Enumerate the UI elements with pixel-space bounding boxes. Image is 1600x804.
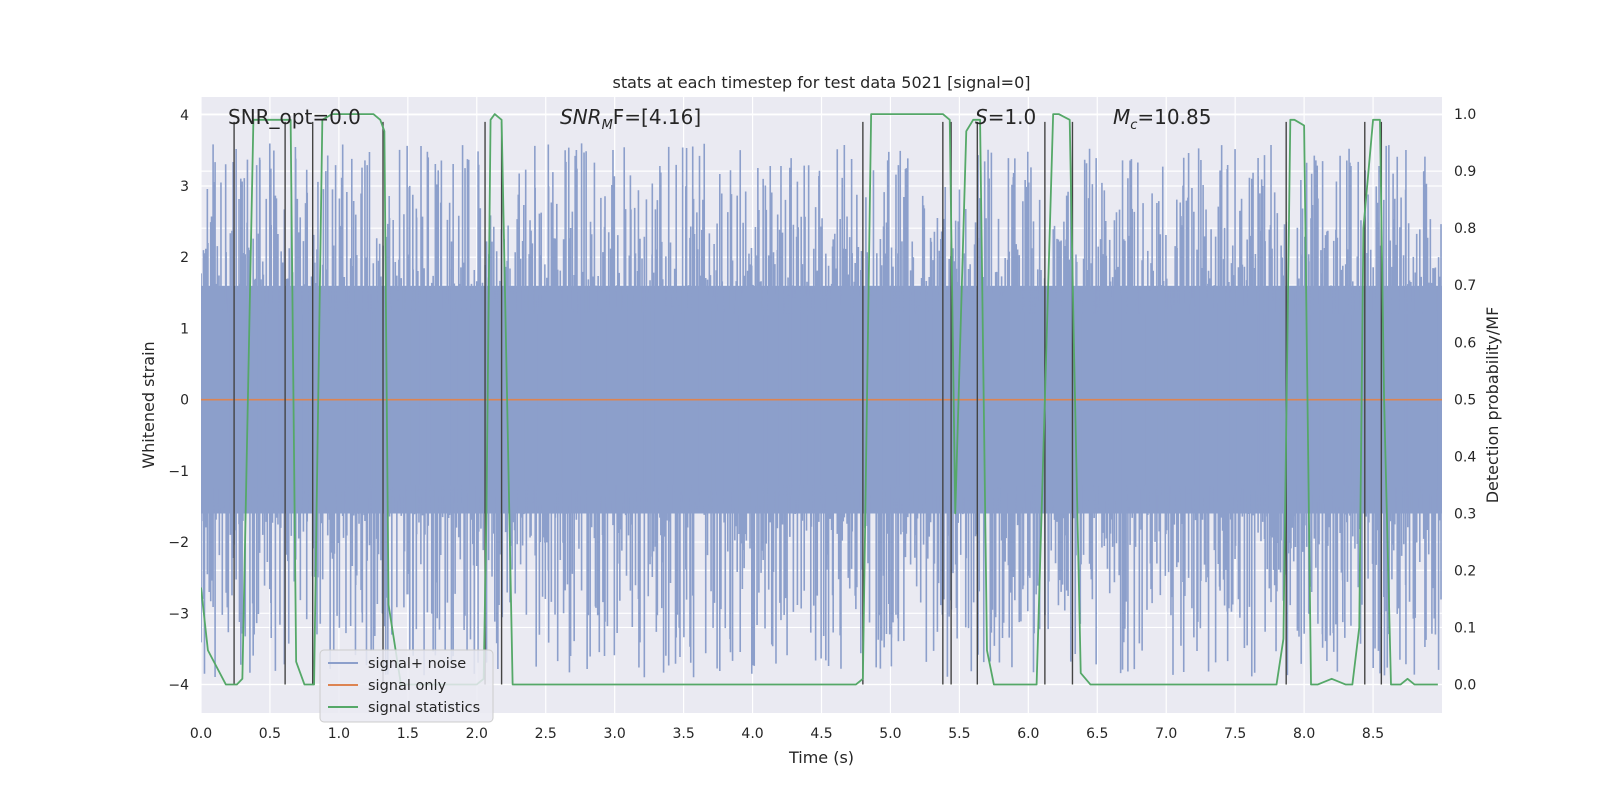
annotation-s: S=1.0 <box>975 105 1036 129</box>
x-tick-label: 0.0 <box>190 726 212 742</box>
y-left-tick-label: 0 <box>180 393 189 409</box>
x-tick-label: 8.5 <box>1362 726 1384 742</box>
y-right-tick-label: 1.0 <box>1454 107 1476 123</box>
y-right-tick-label: 0.5 <box>1454 392 1476 408</box>
x-tick-label: 6.5 <box>1086 726 1108 742</box>
annotation-mc-rest: =10.85 <box>1137 105 1211 129</box>
legend: signal+ noise signal only signal statist… <box>319 649 494 723</box>
signal-plus-noise-line <box>201 143 1442 678</box>
y-right-tick-label: 0.8 <box>1454 221 1476 237</box>
legend-label-statistics: signal statistics <box>368 700 480 716</box>
y-right-tick-label: 0.2 <box>1454 563 1476 579</box>
y-right-tick-label: 0.0 <box>1454 677 1476 693</box>
y-right-tick-label: 0.9 <box>1454 164 1476 180</box>
y-right-tick-label: 0.1 <box>1454 620 1476 636</box>
x-axis-title: Time (s) <box>788 748 854 767</box>
y-left-tick-label: 1 <box>180 321 189 337</box>
annotation-snr-mf-sub: M <box>602 118 613 133</box>
x-tick-label: 8.0 <box>1293 726 1315 742</box>
x-tick-label: 3.5 <box>672 726 694 742</box>
x-tick-label: 6.0 <box>1017 726 1039 742</box>
x-tick-label: 1.5 <box>397 726 419 742</box>
y-left-tick-label: −4 <box>168 678 189 694</box>
x-tick-label: 5.0 <box>879 726 901 742</box>
annotation-snr-mf-rest: F=[4.16] <box>613 105 701 129</box>
y-left-tick-label: 4 <box>180 108 189 124</box>
y-right-tick-label: 0.6 <box>1454 335 1476 351</box>
annotation-snr-mf: SNRMF=[4.16] <box>560 105 701 133</box>
annotation-snr-opt: SNR_opt=0.0 <box>228 105 361 129</box>
x-tick-label: 0.5 <box>259 726 281 742</box>
y-right-tick-label: 0.4 <box>1454 449 1476 465</box>
y-right-tick-label: 0.7 <box>1454 278 1476 294</box>
x-tick-label: 2.5 <box>535 726 557 742</box>
annotations: SNR_opt=0.0 SNRMF=[4.16] S=1.0 Mc=10.85 <box>228 105 1211 133</box>
y-left-tick-label: −1 <box>168 464 189 480</box>
y-left-tick-label: 2 <box>180 250 189 266</box>
legend-box <box>319 649 494 723</box>
y-axis-left-title: Whitened strain <box>139 341 158 468</box>
tick-labels: 0.0 0.5 1.0 1.5 2.0 2.5 3.0 3.5 4.0 4.5 5.0 5.5 6.0 6… <box>168 107 1476 742</box>
x-tick-label: 4.0 <box>741 726 763 742</box>
annotation-s-italic: S <box>975 105 988 129</box>
annotation-snr-mf-base: SNR <box>560 105 602 129</box>
x-tick-label: 4.5 <box>810 726 832 742</box>
y-left-tick-label: −3 <box>168 606 189 622</box>
y-axis-right-title: Detection probability/MF <box>1483 307 1502 504</box>
x-tick-label: 1.0 <box>328 726 350 742</box>
x-tick-label: 7.5 <box>1224 726 1246 742</box>
y-left-tick-label: −2 <box>168 535 189 551</box>
legend-label-noise: signal+ noise <box>368 656 466 672</box>
y-left-tick-label: 3 <box>180 179 189 195</box>
x-tick-label: 3.0 <box>604 726 626 742</box>
x-tick-label: 7.0 <box>1155 726 1177 742</box>
legend-label-signal-only: signal only <box>368 678 447 694</box>
x-tick-label: 5.5 <box>948 726 970 742</box>
annotation-s-rest: =1.0 <box>988 105 1037 129</box>
data-layer <box>201 113 1442 686</box>
chart-title: stats at each timestep for test data 502… <box>612 73 1030 92</box>
y-right-tick-label: 0.3 <box>1454 506 1476 522</box>
annotation-mc: Mc=10.85 <box>1113 105 1211 133</box>
signal-statistics-line <box>201 113 1438 686</box>
annotation-mc-base: M <box>1113 105 1130 129</box>
annotation-mc-sub: c <box>1130 118 1137 133</box>
x-tick-label: 2.0 <box>466 726 488 742</box>
